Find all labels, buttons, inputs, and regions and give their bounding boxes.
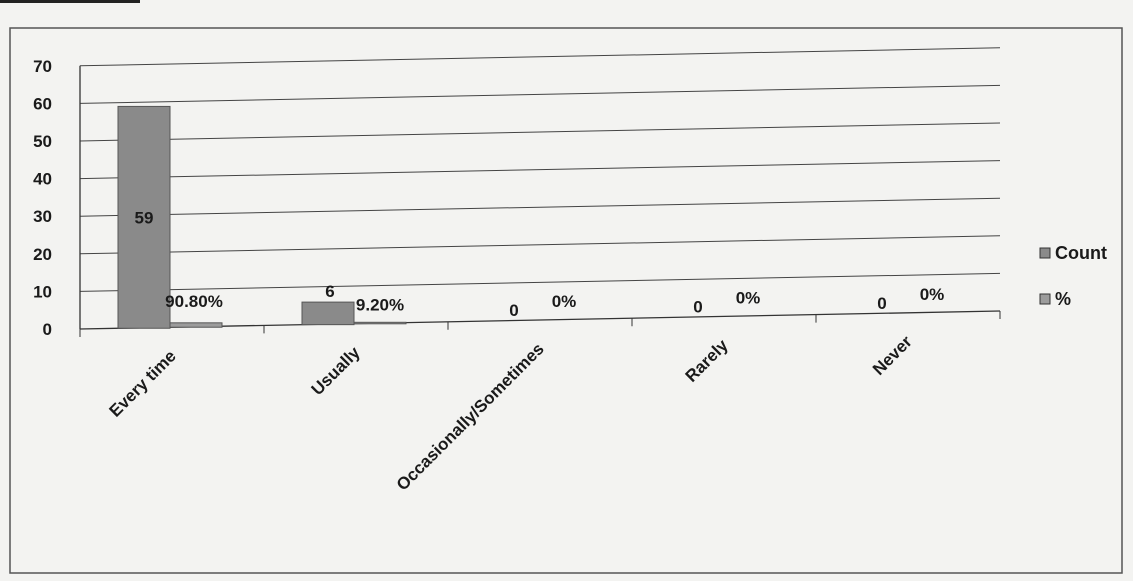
data-label-count: 0: [509, 301, 518, 320]
data-label-percent: 0%: [552, 292, 577, 311]
bars: [117, 105, 407, 329]
category-labels: Every time Usually Occasionally/Sometimes R…: [106, 332, 917, 495]
data-label-count: 0: [877, 294, 886, 313]
bar-percent: [169, 322, 223, 328]
data-label-percent: 90.80%: [165, 292, 223, 311]
gridline: [79, 84, 1001, 104]
bar-count: [301, 301, 355, 326]
legend: Count%: [1039, 243, 1107, 309]
data-labels: 59 90.80% 6 9.20% 0 0% 0 0% 0 0%: [135, 208, 945, 320]
legend-label: %: [1055, 289, 1071, 309]
legend-swatch: [1039, 247, 1051, 259]
chart-border: [9, 27, 1123, 574]
gridline: [79, 122, 1001, 142]
category-label: Every time: [106, 346, 180, 420]
gridlines: [79, 47, 1001, 292]
x-axis: [79, 310, 1001, 330]
y-tick-label: 60: [33, 94, 52, 113]
top-edge-mark: [0, 0, 140, 3]
y-tick-label: 0: [43, 320, 52, 339]
bar-percent: [353, 321, 407, 325]
data-label-percent: 0%: [920, 285, 945, 304]
data-label-count: 0: [693, 297, 702, 316]
gridline: [79, 47, 1001, 67]
axes: [79, 65, 1001, 337]
gridline: [79, 197, 1001, 217]
y-tick-label: 10: [33, 282, 52, 301]
gridline: [79, 160, 1001, 180]
category-label: Never: [869, 332, 916, 379]
category-label: Usually: [308, 343, 365, 400]
y-tick-label: 30: [33, 207, 52, 226]
gridline: [79, 272, 1001, 292]
data-label-count: 6: [325, 282, 334, 301]
legend-swatch: [1039, 293, 1051, 305]
y-tick-labels: 0 10 20 30 40 50 60 70: [33, 57, 52, 339]
y-tick-label: 20: [33, 245, 52, 264]
gridline: [79, 235, 1001, 255]
bar-count: [117, 105, 171, 329]
y-tick-label: 50: [33, 132, 52, 151]
data-label-percent: 9.20%: [356, 296, 404, 315]
y-tick-label: 70: [33, 57, 52, 76]
y-tick-label: 40: [33, 170, 52, 189]
category-label: Rarely: [682, 335, 733, 386]
data-label-count: 59: [135, 208, 154, 227]
legend-label: Count: [1055, 243, 1107, 263]
data-label-percent: 0%: [736, 288, 761, 307]
category-label: Occasionally/Sometimes: [393, 339, 548, 494]
